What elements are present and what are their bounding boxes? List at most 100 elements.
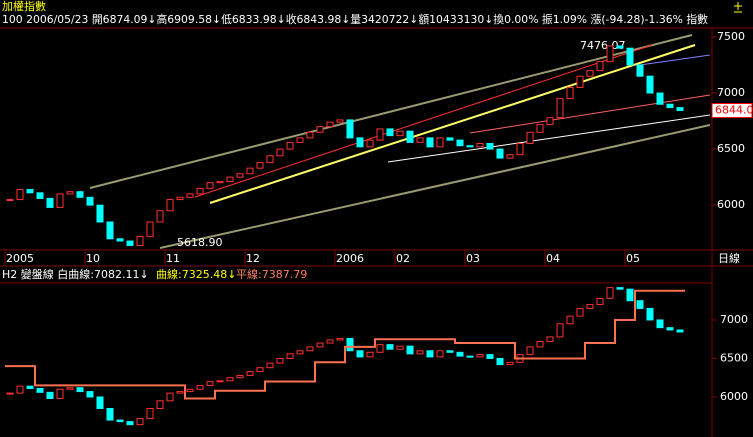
candle [366, 139, 374, 148]
candle [496, 148, 504, 159]
corner-icon[interactable] [734, 2, 742, 13]
candle [246, 167, 254, 175]
candle [416, 137, 424, 143]
lower-candle [76, 387, 84, 393]
lower-candle [266, 362, 274, 369]
period-label: 日線 [718, 251, 740, 265]
candle [176, 196, 184, 201]
x-tick-label: 10 [86, 252, 100, 265]
lower-candle [56, 388, 64, 400]
lower-candle [396, 345, 404, 350]
lower-candle [476, 354, 484, 358]
candle [556, 98, 564, 119]
candle [36, 192, 44, 199]
lower-candle [616, 287, 624, 290]
candle [26, 188, 34, 194]
candle [376, 128, 384, 141]
lower-candle [166, 392, 174, 402]
x-tick-label: 05 [626, 252, 640, 265]
lower-candle [36, 387, 44, 393]
lower-candle [136, 418, 144, 426]
lower-candle [506, 361, 514, 366]
lower-candle [126, 421, 134, 426]
candle [656, 92, 664, 105]
candle [566, 86, 574, 100]
lower-candle [326, 339, 334, 344]
lower-title: H2 變盤線 白曲線:7082.11↓ [2, 267, 149, 281]
trend-line [159, 124, 711, 249]
x-tick-label: 03 [466, 252, 480, 265]
candle [456, 139, 464, 147]
lower-candle [256, 367, 264, 373]
lower-candle [596, 297, 604, 306]
lower-candle [656, 319, 664, 329]
lower-candle [376, 344, 384, 353]
trend-line [639, 54, 711, 66]
candle [356, 137, 364, 148]
candle [296, 137, 304, 143]
chart-title: 加權指數 [2, 0, 46, 13]
lower-candle [526, 346, 534, 356]
candle [446, 137, 454, 141]
candle [436, 137, 444, 148]
lower-candle [666, 327, 674, 331]
x-tick-label: 12 [246, 252, 260, 265]
candle [126, 240, 134, 247]
candle [606, 45, 614, 63]
candle [16, 188, 24, 201]
lower-candle [176, 391, 184, 394]
lower-candle [486, 354, 494, 359]
candle [586, 70, 594, 77]
x-tick-label: 2005 [6, 252, 34, 265]
lower-candle [356, 350, 364, 358]
y-tick-label: 6000 [717, 198, 745, 211]
trend-line [194, 44, 653, 198]
candle [466, 145, 474, 148]
candle [216, 181, 224, 184]
candle [536, 123, 544, 133]
lower-candle [346, 337, 354, 352]
lower-candle [626, 288, 634, 302]
lower-candle [416, 350, 424, 355]
lower-candle [66, 387, 74, 390]
lower-candle [546, 336, 554, 343]
x-tick-label: 2006 [336, 252, 364, 265]
y-tick-label: 7500 [717, 30, 745, 43]
trend-line [387, 114, 711, 163]
lower-candle [146, 408, 154, 420]
candle [66, 191, 74, 195]
candle [516, 142, 524, 156]
lower-candle [196, 384, 204, 390]
lower-flat: 平線:7387.79 [236, 267, 307, 281]
candle [186, 193, 194, 198]
last-price-box [711, 103, 753, 119]
x-tick-label: 04 [546, 252, 560, 265]
lower-candle [16, 385, 24, 394]
candle [316, 126, 324, 133]
candle [276, 148, 284, 157]
candle [396, 130, 404, 137]
flat-line [5, 289, 685, 400]
y-tick-label: 7000 [720, 313, 748, 326]
candle [426, 137, 434, 148]
candle [166, 199, 174, 212]
candle [616, 45, 624, 49]
lower-candle [286, 353, 294, 359]
candle [346, 119, 354, 139]
lower-curve: 曲線:7325.48↓ [156, 267, 236, 281]
candle [636, 64, 644, 77]
lower-candle [646, 307, 654, 321]
lower-candle [26, 385, 34, 389]
lower-candle [116, 419, 124, 423]
lower-candle [436, 350, 444, 358]
lower-candle [306, 346, 314, 352]
lower-candle [6, 392, 14, 395]
lower-candle [236, 374, 244, 379]
candle [526, 131, 534, 144]
candle [86, 196, 94, 206]
candle [386, 128, 394, 137]
candle [336, 119, 344, 123]
candle [576, 75, 584, 88]
lower-candle [456, 351, 464, 357]
